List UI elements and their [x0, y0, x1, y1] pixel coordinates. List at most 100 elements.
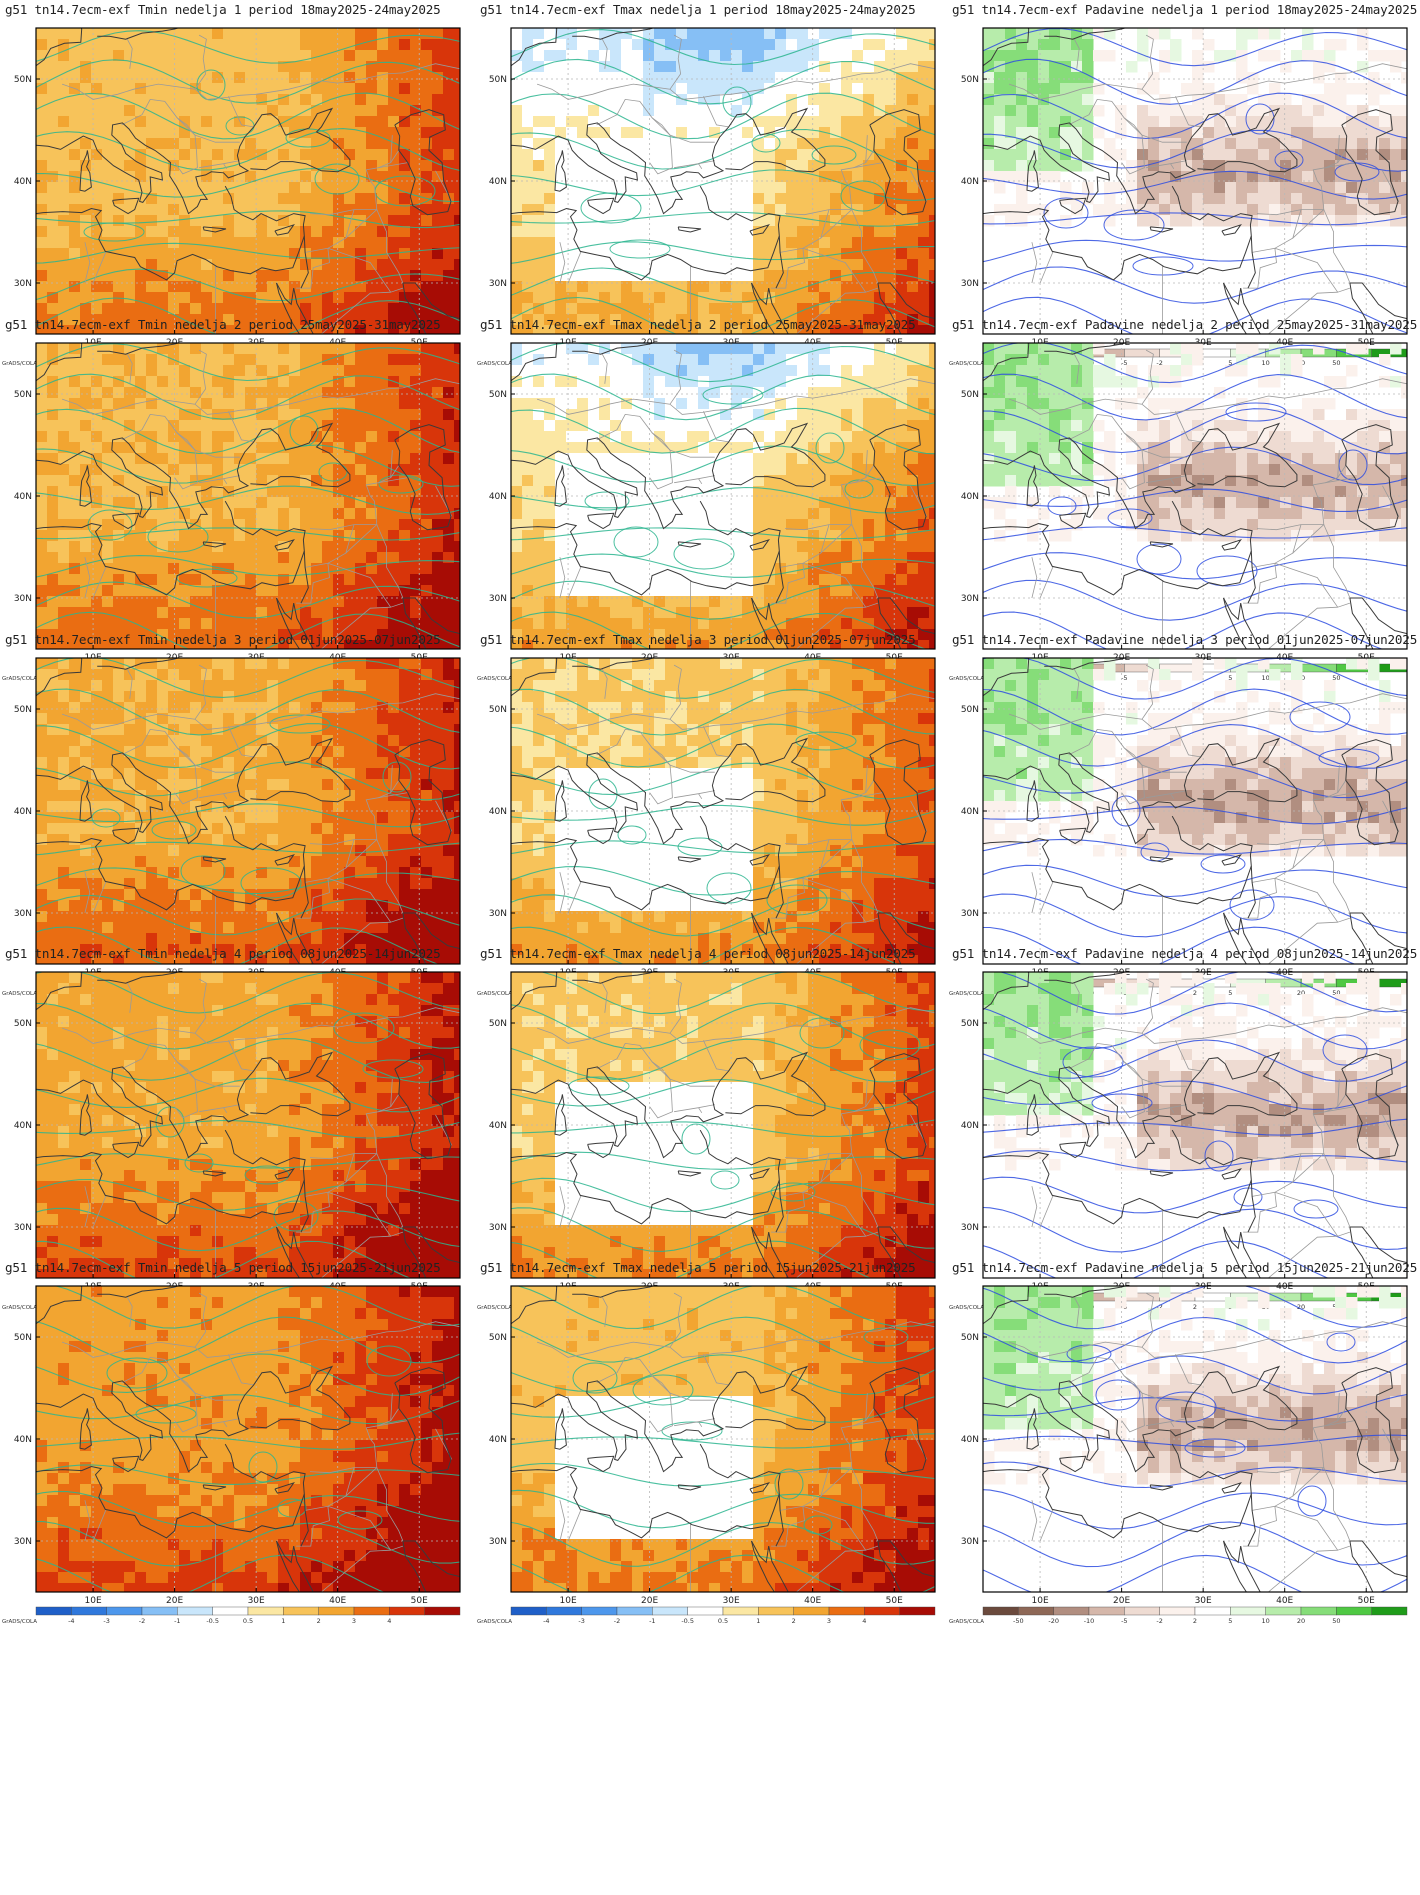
colorbar-label: 5	[1228, 674, 1232, 682]
colorbar-swatch	[424, 1606, 461, 1616]
colorbar-swatch	[982, 1606, 1019, 1616]
colorbar-label: -4	[543, 1617, 549, 1625]
x-tick-label: 10E	[560, 1596, 577, 1606]
colorbar-label: 5	[1228, 989, 1232, 997]
map-panel-tmax-week-4: g51 tn14.7ecm-exf Tmax nedelja 4 period …	[475, 944, 948, 1323]
grads-branding: GrADS/COLA	[949, 676, 984, 682]
colorbar-label: -10	[1084, 1617, 1095, 1625]
colorbar-swatch	[793, 1606, 830, 1616]
map-panel-padavine-week-3: g51 tn14.7ecm-exf Padavine nedelja 3 per…	[947, 630, 1420, 1009]
panel-title: g51 tn14.7ecm-exf Padavine nedelja 5 per…	[952, 1260, 1418, 1275]
x-tick-label: 10E	[1032, 1596, 1049, 1606]
panel-title: g51 tn14.7ecm-exf Padavine nedelja 3 per…	[952, 632, 1418, 647]
colorbar-label: 1	[281, 1617, 285, 1625]
colorbar-label: 2	[1193, 1303, 1197, 1311]
y-tick-label: 30N	[14, 1537, 32, 1547]
y-tick-label: 30N	[489, 1537, 507, 1547]
colorbar-label: -5	[1121, 674, 1127, 682]
colorbar-swatch	[141, 1606, 178, 1616]
colorbar-label: 2	[792, 1617, 796, 1625]
panel-title: g51 tn14.7ecm-exf Padavine nedelja 1 per…	[952, 2, 1418, 17]
colorbar-swatch	[35, 1606, 72, 1616]
y-tick-label: 50N	[489, 75, 507, 85]
map-panel-padavine-week-5: g51 tn14.7ecm-exf Padavine nedelja 5 per…	[947, 1258, 1420, 1637]
colorbar-swatch	[1124, 1606, 1160, 1616]
colorbar-swatch	[758, 1606, 794, 1616]
colorbar-label: -1	[174, 1617, 180, 1625]
colorbar-label: 5	[1228, 1617, 1232, 1625]
colorbar: -4 -3 -2 -1 -0.5 0.5 1 2 3 4	[35, 1606, 461, 1625]
colorbar-label: -2	[1156, 359, 1162, 367]
colorbar-swatch	[1300, 1606, 1337, 1616]
y-tick-label: 40N	[489, 492, 507, 502]
y-tick-label: 40N	[489, 1121, 507, 1131]
colorbar-label: 1	[756, 1617, 760, 1625]
map-canvas: 10E20E30E40E50E50N40N30N-4-3-2-1-0.50.51…	[2, 342, 461, 682]
y-tick-label: 40N	[489, 1435, 507, 1445]
map-canvas: 10E20E30E40E50E50N40N30N-4-3-2-1-0.50.51…	[2, 27, 461, 367]
y-tick-label: 50N	[961, 705, 979, 715]
x-tick-label: 20E	[166, 1596, 183, 1606]
colorbar-swatch	[1371, 1606, 1408, 1616]
y-tick-label: 40N	[14, 177, 32, 187]
colorbar-swatch	[318, 1606, 355, 1616]
x-tick-label: 30E	[723, 1596, 740, 1606]
colorbar-swatch	[864, 1606, 900, 1616]
colorbar-swatch	[212, 1606, 249, 1616]
map-panel-tmax-week-5: g51 tn14.7ecm-exf Tmax nedelja 5 period …	[475, 1258, 948, 1637]
y-tick-label: 50N	[14, 75, 32, 85]
colorbar-label: -2	[1156, 1617, 1162, 1625]
colorbar-swatch	[1159, 1606, 1196, 1616]
y-tick-label: 50N	[489, 1333, 507, 1343]
colorbar-label: -3	[578, 1617, 584, 1625]
y-tick-label: 50N	[14, 390, 32, 400]
y-tick-label: 30N	[14, 909, 32, 919]
colorbar-label: 20	[1297, 989, 1305, 997]
y-tick-label: 30N	[489, 279, 507, 289]
y-tick-label: 50N	[961, 1019, 979, 1029]
colorbar-label: 0.5	[718, 1617, 728, 1625]
y-tick-label: 50N	[14, 705, 32, 715]
colorbar-label: -3	[103, 1617, 109, 1625]
grads-branding: GrADS/COLA	[949, 1305, 984, 1311]
x-tick-label: 30E	[248, 1596, 265, 1606]
x-tick-label: 40E	[329, 1596, 346, 1606]
colorbar-swatch	[510, 1606, 547, 1616]
grads-branding: GrADS/COLA	[477, 676, 512, 682]
colorbar-label: 20	[1297, 1617, 1305, 1625]
map-panel-tmin-week-2: g51 tn14.7ecm-exf Tmin nedelja 2 period …	[0, 315, 473, 694]
y-tick-label: 40N	[14, 1435, 32, 1445]
colorbar-swatch	[652, 1606, 688, 1616]
colorbar-label: 50	[1332, 1617, 1340, 1625]
y-tick-label: 50N	[489, 705, 507, 715]
colorbar-swatch	[581, 1606, 618, 1616]
x-tick-label: 50E	[1358, 1596, 1375, 1606]
grads-branding: GrADS/COLA	[477, 991, 512, 997]
grads-branding: GrADS/COLA	[2, 991, 37, 997]
grads-branding: GrADS/COLA	[949, 1619, 984, 1625]
panel-title: g51 tn14.7ecm-exf Tmax nedelja 3 period …	[480, 632, 916, 647]
colorbar: -4 -3 -2 -1 -0.5 0.5 1 2 3 4	[510, 1606, 936, 1625]
colorbar-swatch	[353, 1606, 390, 1616]
map-panel-tmin-week-5: g51 tn14.7ecm-exf Tmin nedelja 5 period …	[0, 1258, 473, 1637]
y-tick-label: 30N	[961, 909, 979, 919]
y-tick-label: 30N	[961, 279, 979, 289]
colorbar-label: 20	[1297, 1303, 1305, 1311]
y-tick-label: 30N	[489, 594, 507, 604]
colorbar: -50 -20 -10 -5 -2 2 5 10 20 50	[982, 1606, 1408, 1625]
x-tick-label: 50E	[886, 1596, 903, 1606]
y-tick-label: 30N	[961, 1223, 979, 1233]
y-tick-label: 40N	[961, 177, 979, 187]
colorbar-swatch	[71, 1606, 107, 1616]
y-tick-label: 50N	[961, 390, 979, 400]
x-tick-label: 40E	[804, 1596, 821, 1606]
colorbar-label: -1	[649, 1617, 655, 1625]
colorbar-swatch	[1336, 1606, 1372, 1616]
map-canvas: 10E20E30E40E50E50N40N30N-4-3-2-1-0.50.51…	[477, 342, 936, 682]
x-tick-label: 30E	[1195, 1596, 1212, 1606]
map-canvas: 10E20E30E40E50E50N40N30N-4-3-2-1-0.50.51…	[477, 971, 936, 1311]
colorbar-swatch	[1053, 1606, 1090, 1616]
colorbar-label: -5	[1121, 1617, 1127, 1625]
